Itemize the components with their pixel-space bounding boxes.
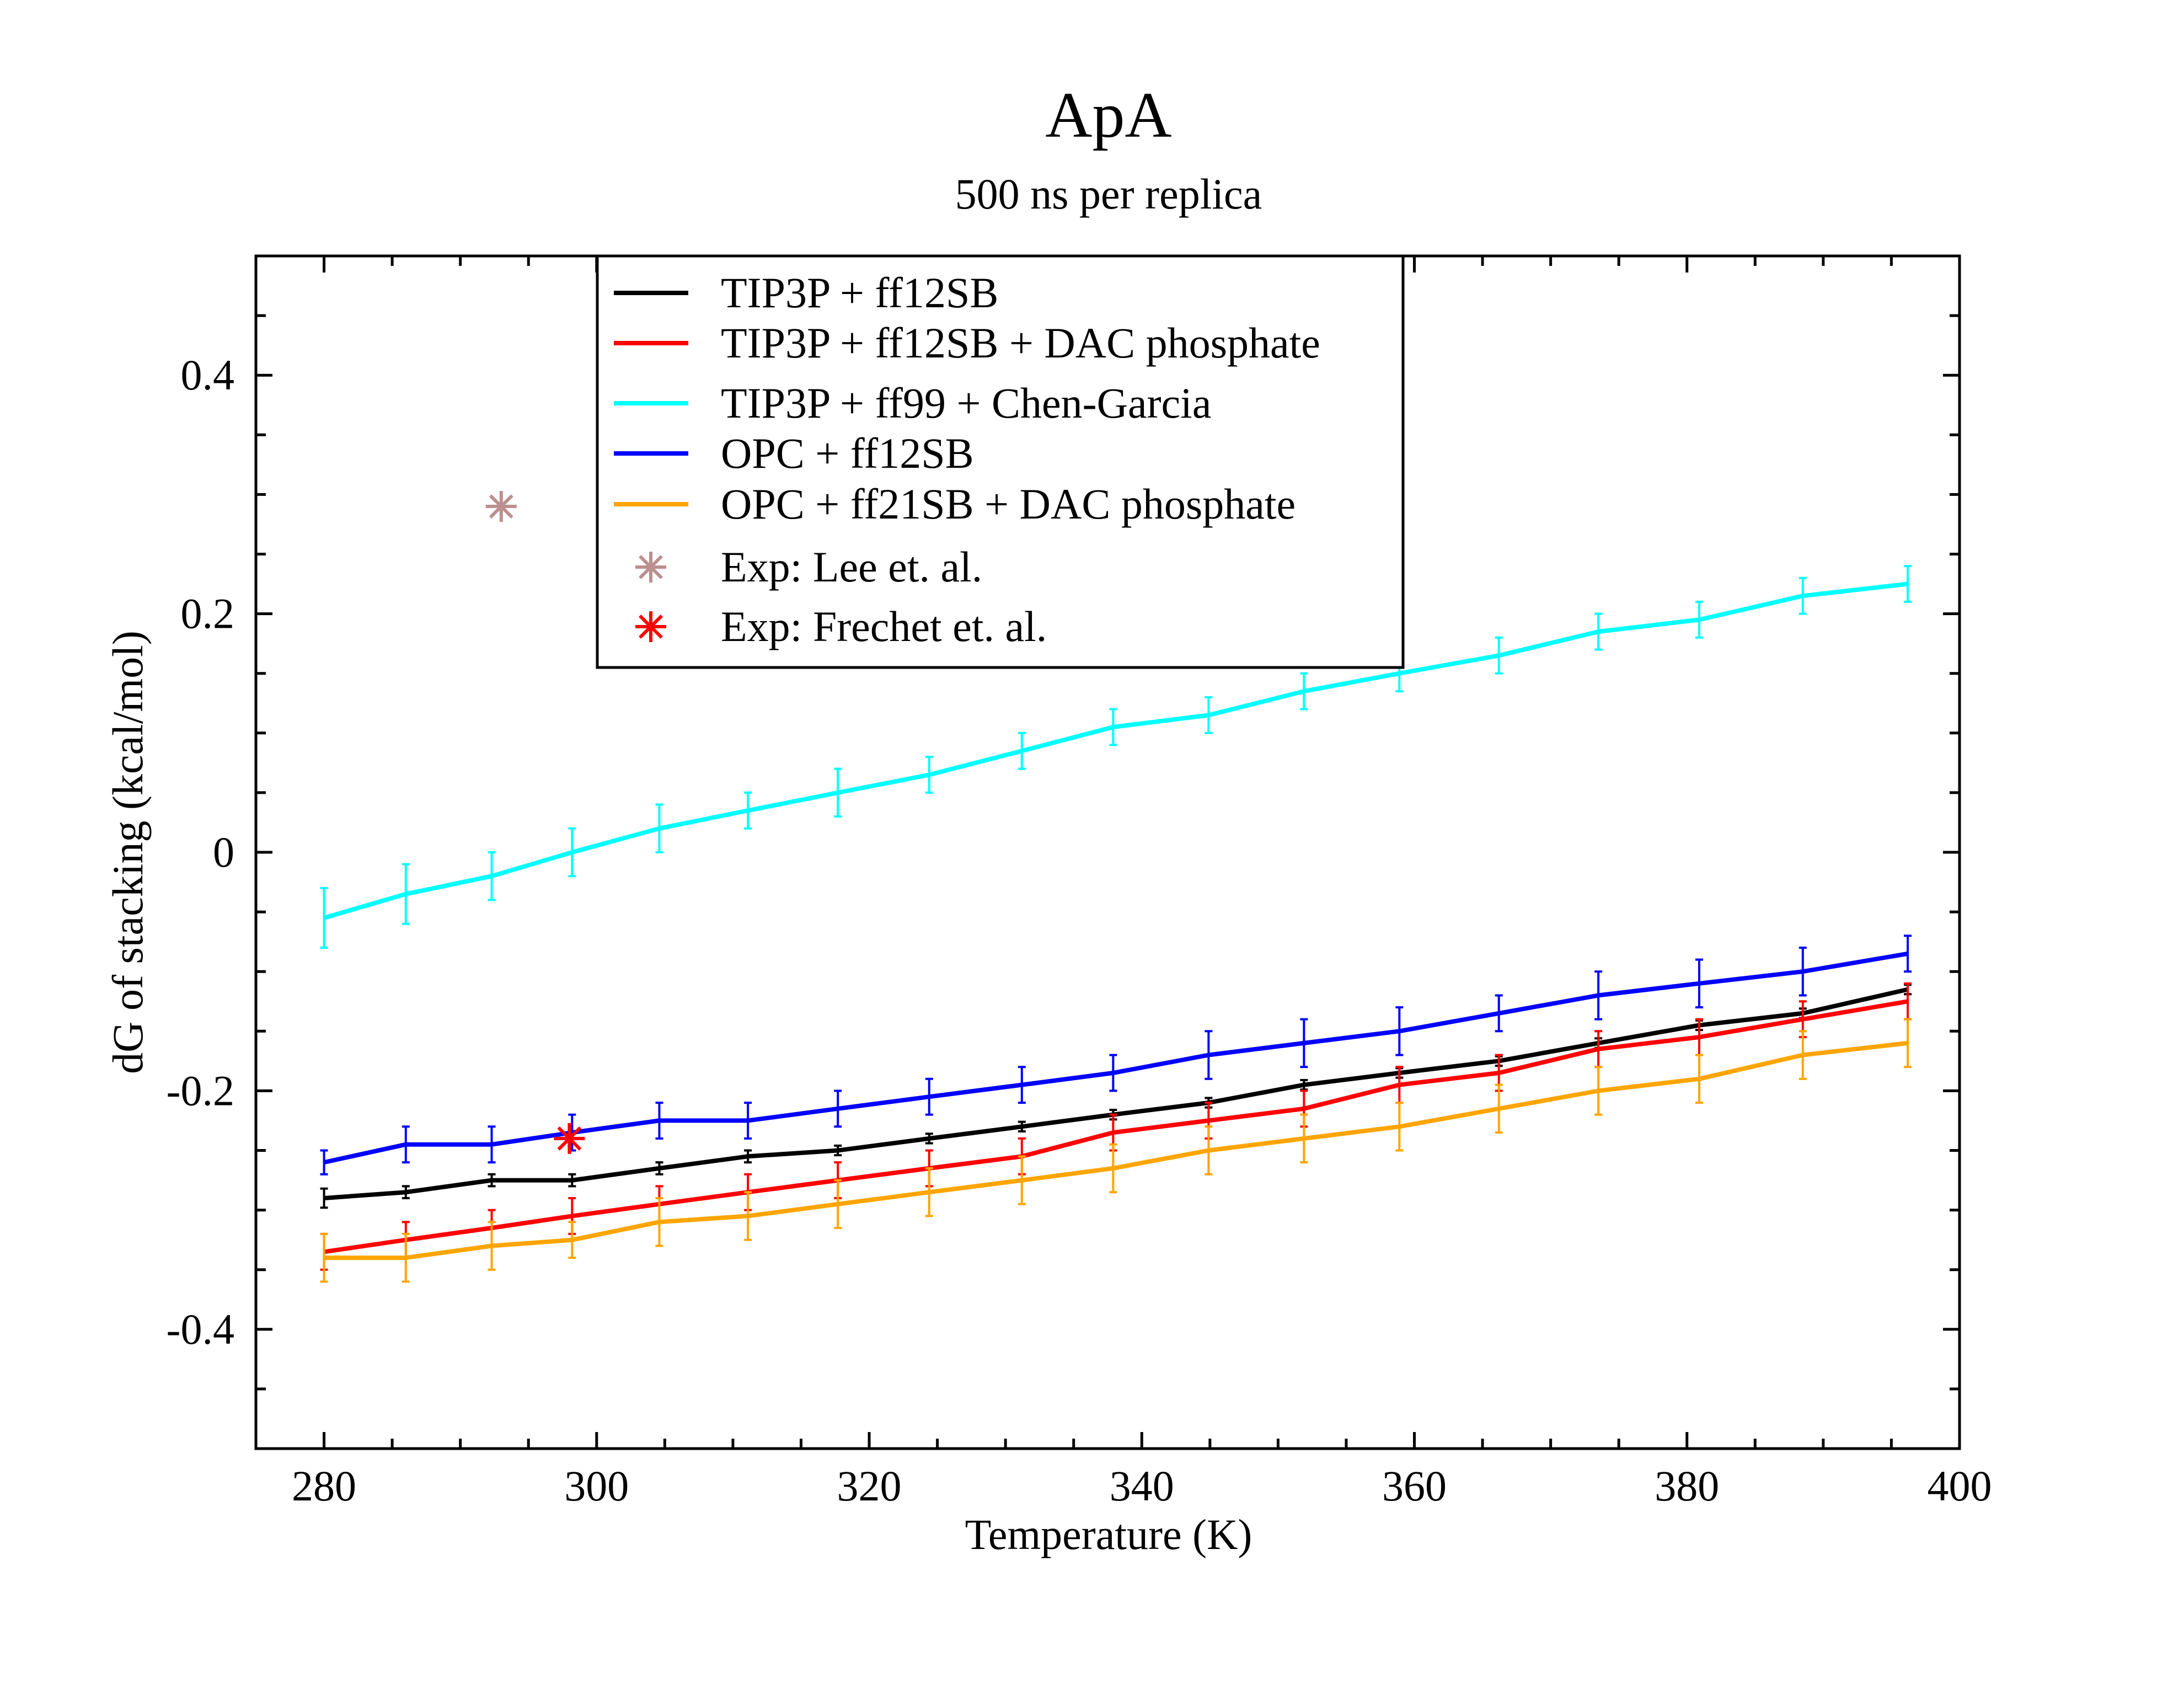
x-tick-label: 320 (837, 1462, 902, 1510)
y-tick-label: -0.2 (167, 1066, 234, 1114)
axis-tick-labels: 280 300 320 340 360 380 400 -0.4 -0.2 0 0.2 0.4 (167, 351, 1992, 1510)
legend-label: TIP3P + ff12SB (721, 269, 998, 317)
legend-label: OPC + ff21SB + DAC phosphate (721, 480, 1296, 528)
legend-label: TIP3P + ff99 + Chen-Garcia (721, 379, 1211, 427)
y-tick-label: -0.4 (167, 1305, 234, 1353)
x-tick-label: 360 (1382, 1462, 1447, 1510)
series-opc-ff12sb (320, 934, 1912, 1176)
series-opc-ff21sb-dac-phosphate (320, 1018, 1912, 1283)
legend-item: TIP3P + ff99 + Chen-Garcia (614, 379, 1211, 427)
legend-item: OPC + ff21SB + DAC phosphate (614, 480, 1296, 528)
y-tick-label: 0 (213, 828, 234, 876)
legend-item: TIP3P + ff12SB + DAC phosphate (614, 319, 1320, 367)
marker-stroke (639, 615, 663, 639)
series-group (320, 565, 1912, 1283)
x-tick-label: 380 (1655, 1462, 1719, 1510)
x-tick-label: 400 (1928, 1462, 1992, 1510)
series-line (324, 999, 1908, 1254)
legend-box (596, 254, 1405, 669)
marker-exp-frechet-et-al- (554, 1123, 585, 1154)
legend-item: Exp: Frechet et. al. (635, 602, 1047, 650)
x-tick-label: 300 (564, 1462, 629, 1510)
legend-marker (635, 611, 666, 642)
series-line (323, 951, 1908, 1165)
legend-marker (635, 552, 666, 583)
x-tick-label: 340 (1110, 1462, 1174, 1510)
marker-stroke (639, 555, 663, 579)
marker-stroke (557, 1126, 582, 1151)
marker-exp-lee-et-al- (485, 491, 517, 522)
legend-label: TIP3P + ff12SB + DAC phosphate (721, 319, 1320, 367)
legend-label: Exp: Frechet et. al. (721, 602, 1047, 650)
y-tick-label: 0.4 (181, 351, 235, 399)
legend-item: Exp: Lee et. al. (635, 543, 982, 591)
chart-subtitle: 500 ns per replica (955, 170, 1262, 218)
legend-label: OPC + ff12SB (721, 429, 974, 477)
series-line (324, 1040, 1908, 1260)
marker-stroke (489, 494, 513, 519)
experimental-markers (485, 491, 585, 1154)
y-tick-label: 0.2 (181, 590, 235, 638)
axis-ticks (256, 256, 1960, 1449)
series-tip3p-ff12sb (320, 983, 1912, 1209)
legend-item: OPC + ff12SB (614, 429, 974, 477)
x-axis-label: Temperature (K) (965, 1510, 1252, 1558)
series-line (323, 581, 1908, 920)
x-tick-label: 280 (292, 1462, 356, 1510)
series-tip3p-ff99-chen-garcia (320, 565, 1912, 949)
series-line (324, 987, 1908, 1200)
legend-item: TIP3P + ff12SB (614, 269, 998, 317)
y-axis-label: dG of stacking (kcal/mol) (104, 631, 152, 1074)
legend-label: Exp: Lee et. al. (721, 543, 982, 591)
chart-title: ApA (1045, 79, 1171, 151)
